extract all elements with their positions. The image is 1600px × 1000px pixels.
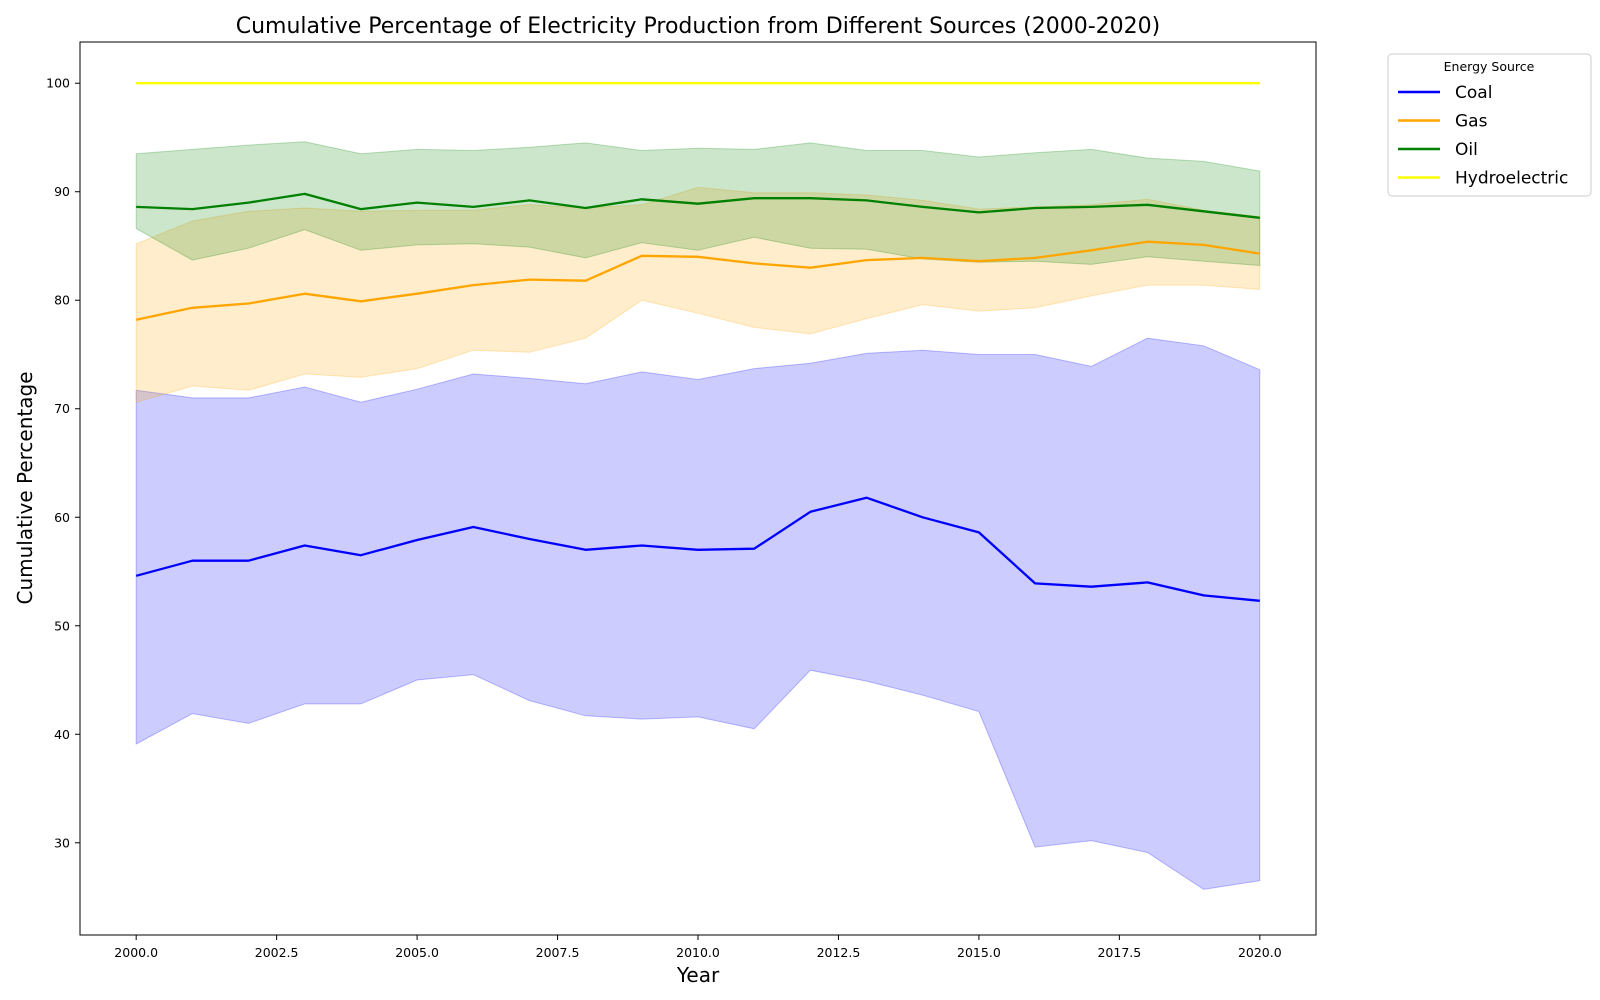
confidence-bands <box>135 141 1261 890</box>
y-tick-label: 50 <box>54 618 70 633</box>
x-axis: 2000.0 2002.5 2005.0 2007.5 2010.0 2012.5 2015… <box>114 935 1282 960</box>
y-tick-label: 60 <box>54 510 70 525</box>
y-tick-label: 70 <box>54 401 70 416</box>
legend: Energy Source Coal Gas Oil Hydroelectric <box>1387 53 1592 197</box>
x-tick-label: 2012.5 <box>817 945 861 960</box>
legend-label-gas: Gas <box>1455 112 1488 132</box>
y-tick-label: 40 <box>54 727 70 742</box>
chart-title: Cumulative Percentage of Electricity Pro… <box>236 14 1161 39</box>
x-tick-label: 2002.5 <box>255 945 299 960</box>
gas-band <box>135 186 1261 403</box>
y-tick-label: 80 <box>54 293 70 308</box>
x-tick-label: 2015.0 <box>957 945 1001 960</box>
x-tick-label: 2017.5 <box>1097 945 1141 960</box>
series-lines <box>135 82 1260 602</box>
y-axis-label: Cumulative Percentage <box>13 371 37 604</box>
x-tick-label: 2007.5 <box>536 945 580 960</box>
legend-label-oil: Oil <box>1455 140 1478 160</box>
legend-box <box>1387 53 1592 197</box>
x-tick-label: 2000.0 <box>114 945 158 960</box>
gas-line <box>135 240 1260 321</box>
y-axis: 30 40 50 60 70 80 90 100 <box>46 76 80 850</box>
oil-line <box>136 192 1260 219</box>
x-tick-label: 2005.0 <box>395 945 439 960</box>
x-axis-label: Year <box>676 963 720 987</box>
y-tick-label: 100 <box>46 76 70 91</box>
x-tick-label: 2020.0 <box>1238 945 1282 960</box>
legend-label-hydroelectric: Hydroelectric <box>1455 169 1568 189</box>
legend-label-coal: Coal <box>1455 83 1492 103</box>
y-tick-label: 30 <box>54 835 70 850</box>
y-tick-label: 90 <box>54 184 70 199</box>
legend-title: Energy Source <box>1444 59 1535 74</box>
x-tick-label: 2010.0 <box>676 945 720 960</box>
coal-band <box>135 337 1261 890</box>
coal-line <box>135 496 1260 602</box>
